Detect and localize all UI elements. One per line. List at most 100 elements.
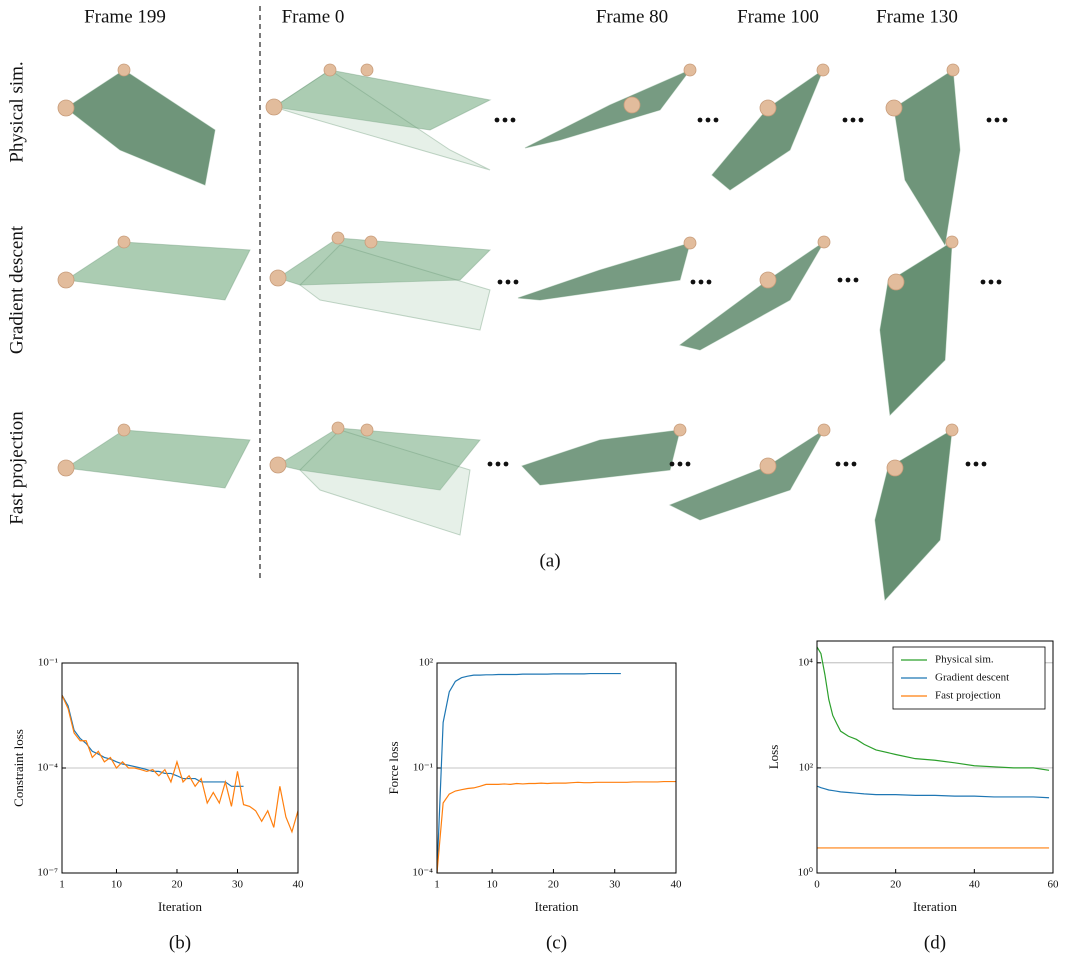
- ellipsis-dot: [845, 277, 851, 283]
- cloth: [64, 429, 251, 489]
- cloth: [668, 429, 825, 521]
- cloth: [678, 241, 825, 351]
- series-line: [61, 694, 299, 834]
- x-tick-label: 60: [1048, 879, 1060, 891]
- x-tick-label: 10: [111, 879, 123, 891]
- cloth: [879, 241, 953, 417]
- ellipsis-dot: [973, 461, 979, 467]
- pin: [117, 423, 131, 437]
- row-label: Physical sim.: [6, 61, 27, 162]
- cloth: [874, 429, 953, 602]
- ellipsis-dot: [835, 461, 841, 467]
- x-tick-label: 0: [814, 879, 820, 891]
- ellipsis-dot: [980, 279, 986, 285]
- x-tick-label: 40: [969, 879, 981, 891]
- plot-frame: [61, 662, 299, 874]
- legend-label: Fast projection: [935, 690, 1001, 702]
- y-axis-label: Loss: [766, 745, 781, 770]
- pin: [886, 459, 904, 477]
- x-tick-label: 40: [293, 879, 305, 891]
- y-tick-label: 10⁻⁴: [37, 762, 58, 774]
- x-tick-label: 20: [890, 879, 902, 891]
- pin: [323, 63, 337, 77]
- cloth: [299, 429, 471, 536]
- legend-label: Physical sim.: [935, 654, 994, 666]
- ellipsis-dot: [669, 461, 675, 467]
- series-line: [61, 694, 244, 787]
- pin: [117, 235, 131, 249]
- ellipsis-dot: [677, 461, 683, 467]
- plot-frame: [436, 662, 677, 874]
- series-line: [436, 672, 621, 874]
- pin: [360, 63, 374, 77]
- ellipsis-dot: [503, 461, 509, 467]
- series-line: [436, 780, 676, 874]
- cloth: [276, 237, 492, 286]
- pin: [57, 459, 75, 477]
- cloth: [272, 69, 491, 171]
- pin: [885, 99, 903, 117]
- caption: (b): [169, 932, 191, 953]
- pin: [759, 271, 777, 289]
- pin: [817, 235, 831, 249]
- x-tick-label: 1: [59, 879, 65, 891]
- cloth: [272, 69, 492, 131]
- cloth: [276, 427, 481, 491]
- pin: [887, 273, 905, 291]
- chart: 10⁻⁴ 10⁻¹ 10² 1 10 20 30 40 Force loss Iteration (…: [386, 657, 682, 954]
- ellipsis-dot: [996, 279, 1002, 285]
- y-tick-label: 10⁻⁷: [37, 867, 58, 879]
- chart: 10⁰ 10² 10⁴ 0 20 40 60 Loss Iteration (d) Physical…: [766, 640, 1060, 953]
- ellipsis-dot: [706, 279, 712, 285]
- ellipsis-dot: [986, 117, 992, 123]
- chart: 10⁻⁷ 10⁻⁴ 10⁻¹ 1 10 20 30 40 Constraint loss Iter…: [11, 657, 304, 954]
- y-tick-label: 10⁻¹: [38, 657, 58, 669]
- column-label: Frame 130: [876, 6, 958, 27]
- cloth: [299, 244, 491, 331]
- cloth: [893, 69, 961, 247]
- ellipsis-dot: [837, 277, 843, 283]
- cloth: [521, 429, 681, 486]
- ellipsis-dot: [713, 117, 719, 123]
- ellipsis-dot: [494, 117, 500, 123]
- ellipsis-dot: [858, 117, 864, 123]
- column-label: Frame 0: [282, 6, 345, 27]
- column-label: Frame 199: [84, 6, 166, 27]
- pin: [360, 423, 374, 437]
- pin: [816, 63, 830, 77]
- pin: [57, 271, 75, 289]
- x-tick-label: 20: [548, 879, 560, 891]
- ellipsis-dot: [495, 461, 501, 467]
- y-axis-label: Force loss: [386, 741, 401, 794]
- x-tick-label: 30: [609, 879, 621, 891]
- cloth: [65, 69, 216, 186]
- caption: (c): [546, 932, 567, 953]
- pin: [57, 99, 75, 117]
- ellipsis-dot: [502, 117, 508, 123]
- series-line: [816, 785, 1050, 799]
- ellipsis-dot: [843, 461, 849, 467]
- pin: [946, 63, 960, 77]
- pin: [673, 423, 687, 437]
- x-axis-label: Iteration: [534, 899, 579, 914]
- ellipsis-dot: [487, 461, 493, 467]
- y-tick-label: 10⁴: [798, 656, 813, 668]
- pin: [759, 99, 777, 117]
- ellipsis-dot: [510, 117, 516, 123]
- y-tick-label: 10²: [419, 657, 434, 669]
- cloth: [517, 242, 691, 301]
- panel-a: Frame 199 Frame 0 Frame 80 Frame 100 Fra…: [6, 6, 1008, 602]
- x-tick-label: 30: [232, 879, 244, 891]
- cloth: [64, 241, 251, 301]
- ellipsis-dot: [505, 279, 511, 285]
- series-line: [816, 646, 1050, 771]
- pin: [331, 231, 345, 245]
- ellipsis-dot: [513, 279, 519, 285]
- caption: (d): [924, 932, 946, 953]
- pin: [683, 63, 697, 77]
- pin: [117, 63, 131, 77]
- ellipsis-dot: [988, 279, 994, 285]
- x-axis-label: Iteration: [913, 899, 958, 914]
- pin: [945, 235, 959, 249]
